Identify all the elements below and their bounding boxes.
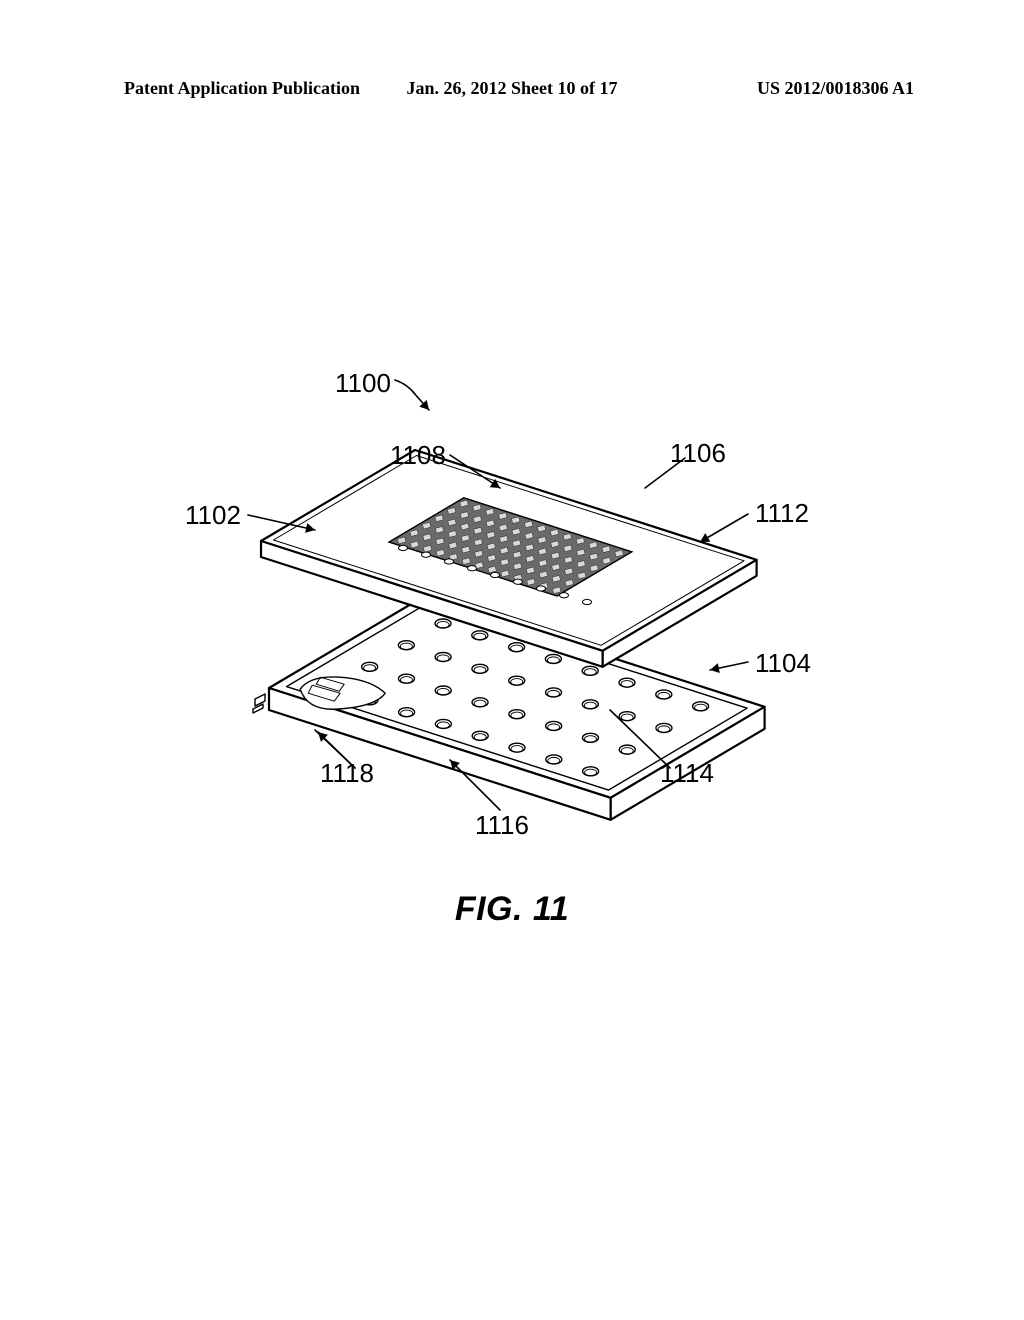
figure-caption: FIG. 11 [0,890,1024,929]
callout-1108: 1108 [390,440,446,471]
callout-1100: 1100 [335,368,391,399]
callout-1114: 1114 [660,758,714,789]
caption-number: 11 [533,890,569,928]
callout-1118: 1118 [320,758,374,789]
callout-1116: 1116 [475,810,529,841]
callout-1104: 1104 [755,648,811,679]
callout-1106: 1106 [670,438,726,469]
caption-prefix: FIG. [455,890,523,928]
figure-11: 1100 1108 1106 1102 1112 1104 1114 1116 … [140,360,880,880]
page: Patent Application Publication Jan. 26, … [0,0,1024,1320]
figure-drawing [140,360,880,880]
header-left: Patent Application Publication [124,78,360,99]
header-right: US 2012/0018306 A1 [757,78,914,99]
header-center: Jan. 26, 2012 Sheet 10 of 17 [407,78,618,99]
callout-1112: 1112 [755,498,809,529]
page-header: Patent Application Publication Jan. 26, … [0,78,1024,99]
callout-1102: 1102 [185,500,241,531]
